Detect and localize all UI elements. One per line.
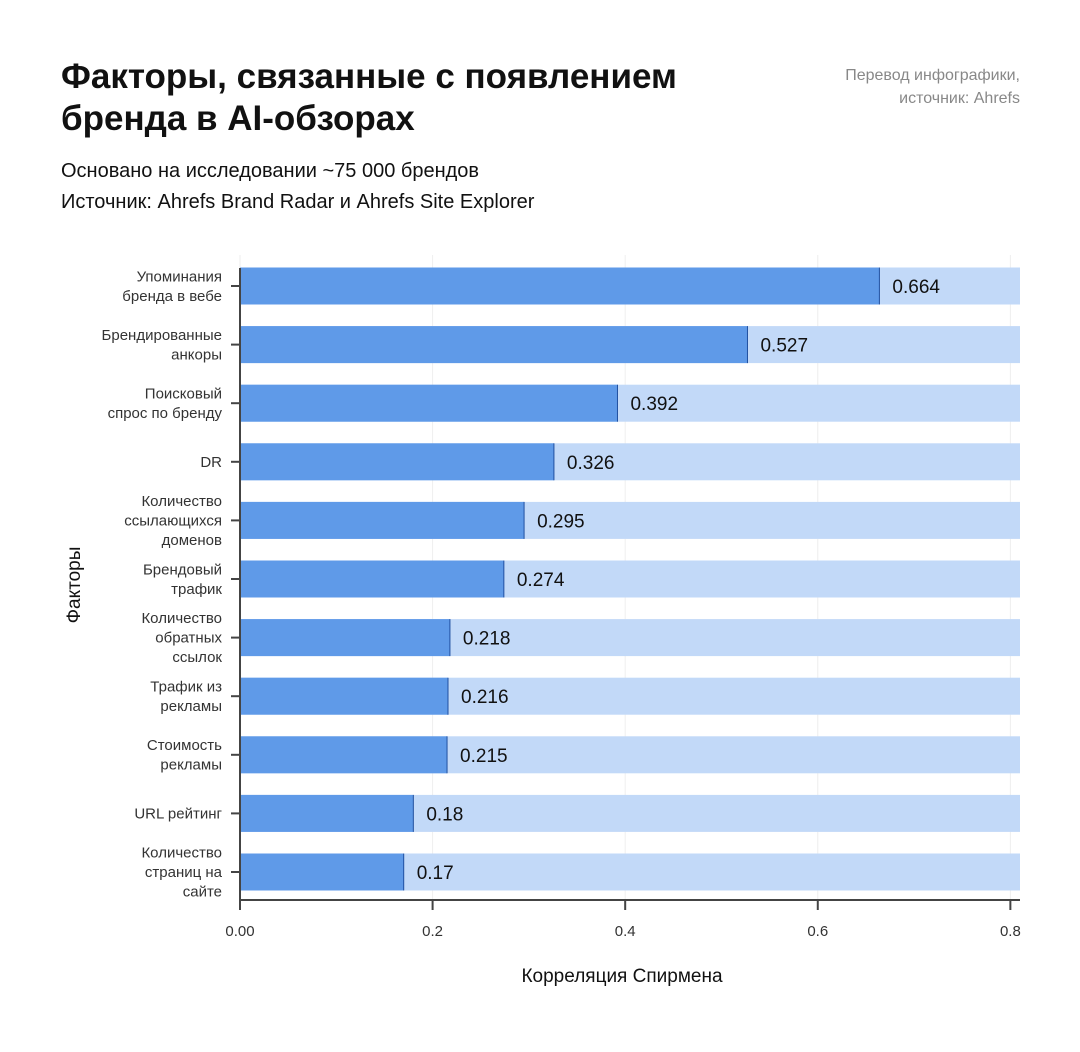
x-tick-label: 0.2 xyxy=(422,923,443,940)
chart-title: Факторы, связанные с появлением бренда в… xyxy=(61,57,677,138)
category-label-line: URL рейтинг xyxy=(134,805,222,822)
category-label: Количество страниц на сайте xyxy=(141,845,222,901)
data-label: 0.274 xyxy=(517,570,565,591)
data-label: 0.17 xyxy=(417,863,454,884)
category-label-line: Упоминания xyxy=(137,268,222,285)
data-label: 0.392 xyxy=(630,394,678,415)
category-label-line: Брендированные xyxy=(102,327,222,344)
data-label: 0.216 xyxy=(461,687,509,708)
category-label: Поисковый спрос по бренду xyxy=(108,385,223,422)
subtitle-line-2: Источник: Ahrefs Brand Radar и Ahrefs Si… xyxy=(61,191,535,213)
bar xyxy=(240,677,448,715)
category-label-line: Трафик из xyxy=(150,678,222,695)
category-label-line: Количество xyxy=(141,845,222,862)
category-label-line: доменов xyxy=(162,532,222,549)
category-label: Количество ссылающихся доменов xyxy=(124,493,222,549)
category-label-line: страниц на xyxy=(145,864,223,881)
category-label-line: анкоры xyxy=(171,346,222,363)
category-label-line: сайте xyxy=(183,884,222,901)
category-label-line: DR xyxy=(200,454,222,471)
y-axis-label: Факторы xyxy=(64,546,85,624)
category-label-line: бренда в вебе xyxy=(122,288,222,305)
category-label: Брендовый трафик xyxy=(143,561,222,598)
bar xyxy=(240,560,504,598)
data-label: 0.527 xyxy=(760,336,808,357)
bar xyxy=(240,267,880,305)
subtitle: Основано на исследовании ~75 000 брендов… xyxy=(61,156,534,218)
category-label-line: ссылающихся xyxy=(124,512,222,529)
translation-note: Перевод инфографики, источник: Ahrefs xyxy=(760,64,1020,110)
bar xyxy=(240,853,404,891)
x-tick-label: 0.00 xyxy=(225,923,254,940)
category-label-line: спрос по бренду xyxy=(108,405,223,422)
note-line-1: Перевод инфографики, xyxy=(845,67,1020,84)
category-label-line: Количество xyxy=(141,610,222,627)
x-tick-label: 0.6 xyxy=(807,923,828,940)
x-tick-label: 0.8 xyxy=(1000,923,1021,940)
category-label-line: Количество xyxy=(141,493,222,510)
data-label: 0.218 xyxy=(463,629,511,650)
bar xyxy=(240,443,554,481)
bar xyxy=(240,326,748,364)
category-label: Трафик из рекламы xyxy=(150,678,222,715)
subtitle-line-1: Основано на исследовании ~75 000 брендов xyxy=(61,160,480,182)
data-label: 0.295 xyxy=(537,511,585,532)
data-label: 0.664 xyxy=(892,277,940,298)
bar xyxy=(240,384,618,422)
data-label: 0.326 xyxy=(567,453,615,474)
bar xyxy=(240,619,450,657)
category-label: Брендированные анкоры xyxy=(102,327,222,364)
category-label-line: Поисковый xyxy=(145,385,222,402)
x-tick-label: 0.4 xyxy=(615,923,636,940)
bar xyxy=(240,736,448,774)
bar xyxy=(240,501,525,539)
category-label-line: обратных xyxy=(155,630,222,647)
category-label: URL рейтинг xyxy=(134,805,222,822)
category-label-line: Брендовый xyxy=(143,561,222,578)
bar xyxy=(240,794,414,832)
category-label-line: трафик xyxy=(171,581,222,598)
note-line-2: источник: Ahrefs xyxy=(899,90,1020,107)
category-label: Упоминания бренда в вебе xyxy=(122,268,222,305)
data-label: 0.18 xyxy=(426,804,463,825)
category-label: Стоимость рекламы xyxy=(147,737,222,774)
category-label: Количество обратных ссылок xyxy=(141,610,222,666)
category-label: DR xyxy=(200,454,222,471)
x-axis-label: Корреляция Спирмена xyxy=(521,966,723,987)
category-label-line: Стоимость xyxy=(147,737,222,754)
data-label: 0.215 xyxy=(460,746,508,767)
category-label-line: рекламы xyxy=(160,757,222,774)
category-label-line: рекламы xyxy=(160,698,222,715)
category-label-line: ссылок xyxy=(172,649,222,666)
